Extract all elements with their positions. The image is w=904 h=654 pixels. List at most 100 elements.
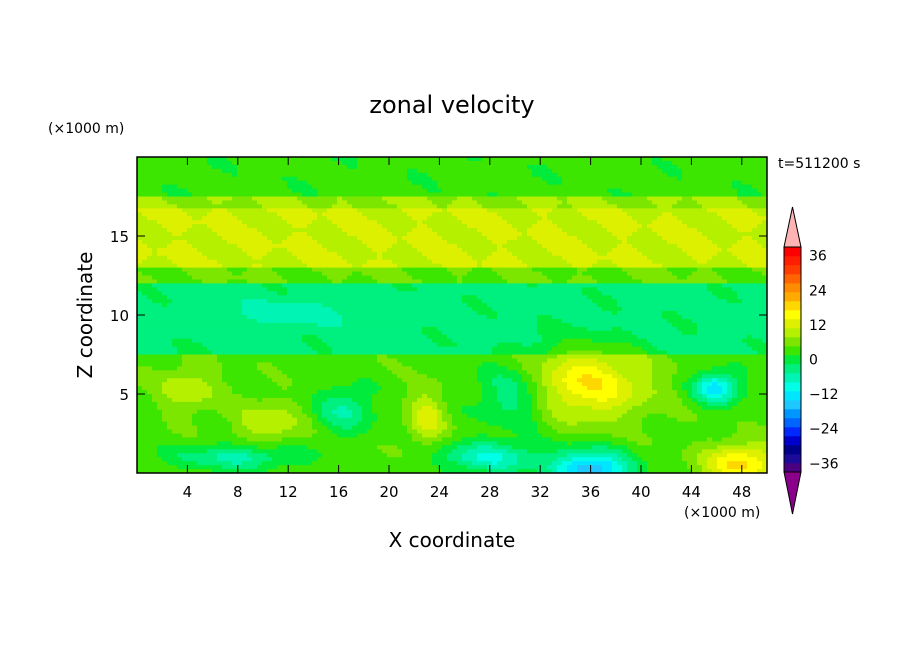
field-cell: [557, 192, 563, 198]
field-cell: [172, 204, 178, 209]
field-cell: [722, 291, 728, 296]
field-cell: [657, 243, 663, 249]
field-cell: [467, 279, 473, 284]
field-cell: [182, 200, 188, 205]
field-cell: [492, 224, 498, 229]
field-cell: [552, 188, 558, 194]
field-cell: [372, 251, 378, 257]
field-cell: [382, 251, 388, 257]
field-cell: [497, 236, 503, 241]
field-cell: [422, 216, 428, 221]
field-cell: [142, 188, 148, 194]
field-cell: [432, 216, 438, 221]
field-cell: [232, 279, 238, 284]
field-cell: [607, 239, 613, 245]
field-cell: [647, 236, 653, 241]
field-cell: [687, 263, 693, 269]
field-cell: [507, 283, 513, 288]
field-cell: [182, 188, 188, 194]
field-cell: [547, 176, 553, 182]
field-cell: [642, 212, 648, 217]
field-cell: [647, 188, 653, 194]
field-cell: [597, 188, 603, 194]
field-cell: [642, 224, 648, 229]
field-cell: [462, 176, 468, 182]
field-cell: [162, 303, 168, 308]
field-cell: [202, 232, 208, 237]
field-cell: [607, 228, 613, 233]
field-cell: [322, 255, 328, 261]
field-cell: [292, 271, 298, 277]
field-cell: [382, 164, 388, 170]
field-cell: [392, 247, 398, 253]
field-cell: [532, 255, 538, 261]
field-cell: [577, 239, 583, 245]
field-cell: [422, 275, 428, 281]
field-cell: [377, 295, 383, 300]
field-cell: [352, 295, 358, 300]
field-cell: [257, 208, 263, 213]
field-cell: [202, 307, 208, 312]
field-cell: [342, 255, 348, 261]
field-cell: [237, 168, 243, 174]
field-cell: [452, 283, 458, 288]
field-cell: [632, 307, 638, 312]
field-cell: [557, 176, 563, 182]
field-cell: [722, 307, 728, 312]
field-cell: [142, 168, 148, 174]
field-cell: [502, 279, 508, 284]
field-cell: [337, 236, 343, 241]
field-cell: [582, 247, 588, 253]
field-cell: [187, 271, 193, 277]
field-cell: [562, 239, 568, 245]
field-cell: [267, 176, 273, 182]
field-cell: [227, 311, 233, 316]
field-cell: [672, 247, 678, 253]
field-cell: [357, 164, 363, 170]
field-cell: [747, 303, 753, 308]
field-cell: [612, 263, 618, 269]
field-cell: [162, 212, 168, 217]
field-cell: [512, 212, 518, 217]
field-cell: [517, 283, 523, 288]
field-cell: [347, 291, 353, 296]
field-cell: [382, 192, 388, 198]
field-cell: [472, 232, 478, 237]
field-cell: [207, 208, 213, 213]
field-cell: [612, 157, 618, 162]
field-cell: [477, 228, 483, 233]
field-cell: [412, 251, 418, 257]
field-cell: [457, 279, 463, 284]
field-cell: [707, 247, 713, 253]
field-cell: [542, 307, 548, 312]
field-cell: [182, 160, 188, 166]
field-cell: [582, 303, 588, 308]
field-cell: [502, 259, 508, 265]
field-cell: [447, 275, 453, 281]
field-cell: [227, 172, 233, 178]
field-cell: [457, 188, 463, 194]
field-cell: [262, 212, 268, 217]
field-cell: [592, 224, 598, 229]
field-cell: [517, 255, 523, 261]
field-cell: [297, 259, 303, 265]
field-cell: [352, 168, 358, 174]
field-cell: [137, 220, 143, 225]
field-cell: [752, 247, 758, 253]
field-cell: [392, 200, 398, 205]
field-cell: [632, 279, 638, 284]
field-cell: [522, 287, 528, 292]
field-cell: [682, 299, 688, 304]
field-cell: [292, 299, 298, 304]
field-cell: [452, 168, 458, 174]
field-cell: [387, 239, 393, 245]
field-cell: [272, 259, 278, 265]
field-cell: [617, 192, 623, 198]
field-cell: [232, 251, 238, 257]
field-cell: [422, 188, 428, 194]
field-cell: [142, 243, 148, 249]
field-cell: [432, 200, 438, 205]
field-cell: [487, 168, 493, 174]
field-cell: [167, 311, 173, 316]
field-cell: [692, 291, 698, 296]
